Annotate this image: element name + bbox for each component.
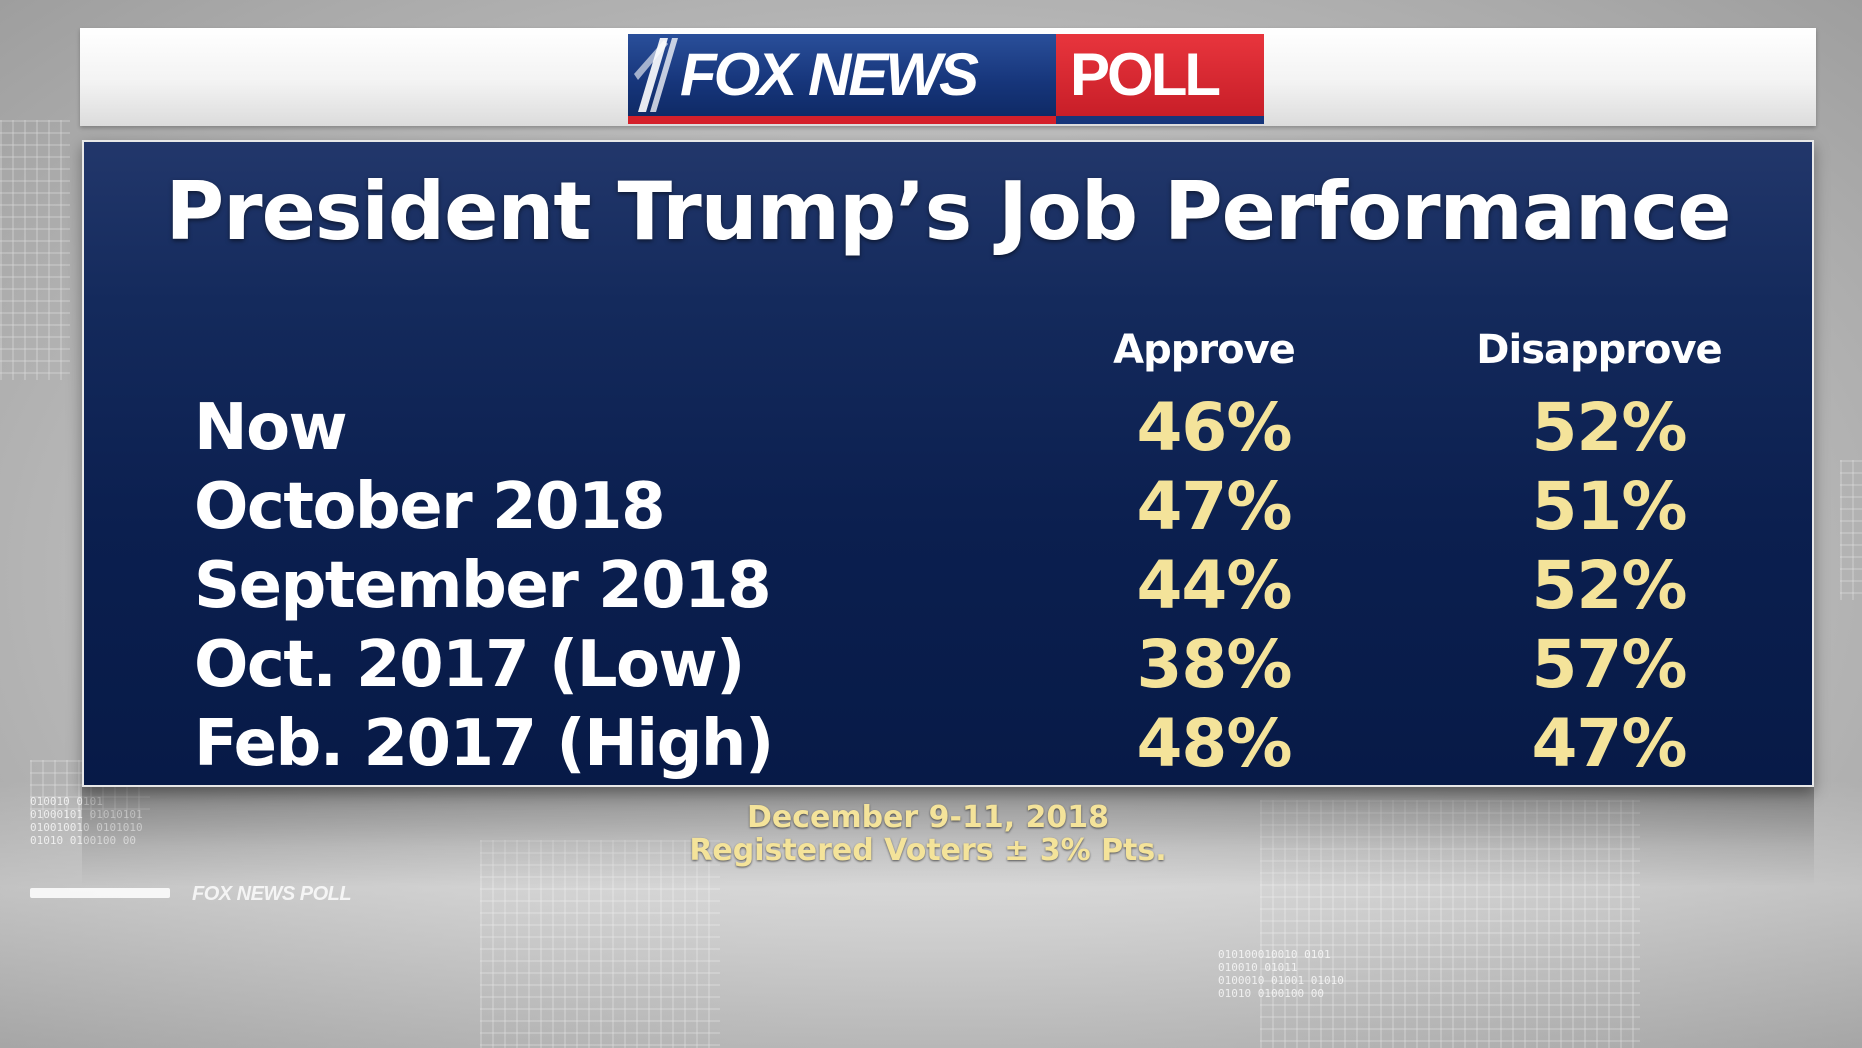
background-grid-right bbox=[1840, 460, 1862, 600]
row-label: Feb. 2017 (High) bbox=[194, 707, 774, 781]
approve-value: 48% bbox=[1136, 705, 1293, 782]
poll-sample-note: Registered Voters ± 3% Pts. bbox=[689, 833, 1167, 868]
background-binary-left: 010010 0101 01000101 01010101 010010010 … bbox=[30, 795, 143, 847]
disapprove-value: 57% bbox=[1531, 626, 1688, 703]
table-row: Feb. 2017 (High) 48% 47% bbox=[84, 704, 1812, 784]
column-header-approve: Approve bbox=[1113, 327, 1296, 373]
disapprove-value: 52% bbox=[1531, 389, 1688, 466]
background-grid-left bbox=[0, 120, 70, 380]
background-bar bbox=[30, 888, 170, 898]
disapprove-value: 52% bbox=[1531, 547, 1688, 624]
table-row: September 2018 44% 52% bbox=[84, 546, 1812, 626]
disapprove-value: 47% bbox=[1531, 705, 1688, 782]
fox-news-wordmark: FOX NEWS bbox=[680, 41, 979, 108]
approve-value: 44% bbox=[1136, 547, 1293, 624]
fox-news-poll-logo: FOX NEWS POLL bbox=[628, 34, 1264, 124]
row-label: Oct. 2017 (Low) bbox=[194, 628, 745, 702]
approve-value: 47% bbox=[1136, 468, 1293, 545]
poll-dates: December 9-11, 2018 bbox=[746, 800, 1110, 835]
approve-value: 38% bbox=[1136, 626, 1293, 703]
row-label: September 2018 bbox=[194, 549, 772, 623]
row-label: October 2018 bbox=[194, 470, 666, 544]
panel-shadow bbox=[82, 787, 1814, 887]
background-grid-bottom-right bbox=[1260, 800, 1640, 1048]
chart-title: President Trump’s Job Performance bbox=[165, 165, 1731, 258]
fox-slash-icon bbox=[634, 38, 678, 112]
poll-wordmark: POLL bbox=[1070, 41, 1221, 108]
background-watermark: FOX NEWS POLL bbox=[192, 883, 352, 905]
column-header-disapprove: Disapprove bbox=[1476, 327, 1722, 373]
table-row: Oct. 2017 (Low) 38% 57% bbox=[84, 625, 1812, 705]
row-label: Now bbox=[194, 391, 348, 465]
table-row: October 2018 47% 51% bbox=[84, 467, 1812, 547]
background-band bbox=[0, 780, 1862, 1048]
disapprove-value: 51% bbox=[1531, 468, 1688, 545]
poll-panel: President Trump’s Job Performance Approv… bbox=[82, 140, 1814, 787]
approve-value: 46% bbox=[1136, 389, 1293, 466]
background-grid-bottom-left bbox=[480, 840, 720, 1048]
table-row: Now 46% 52% bbox=[84, 388, 1812, 468]
background-binary-right: 010100010010 0101 010010 01011 0100010 0… bbox=[1218, 948, 1344, 1000]
fox-news-logo-block: FOX NEWS bbox=[628, 34, 1056, 124]
poll-logo-block: POLL bbox=[1056, 34, 1264, 124]
